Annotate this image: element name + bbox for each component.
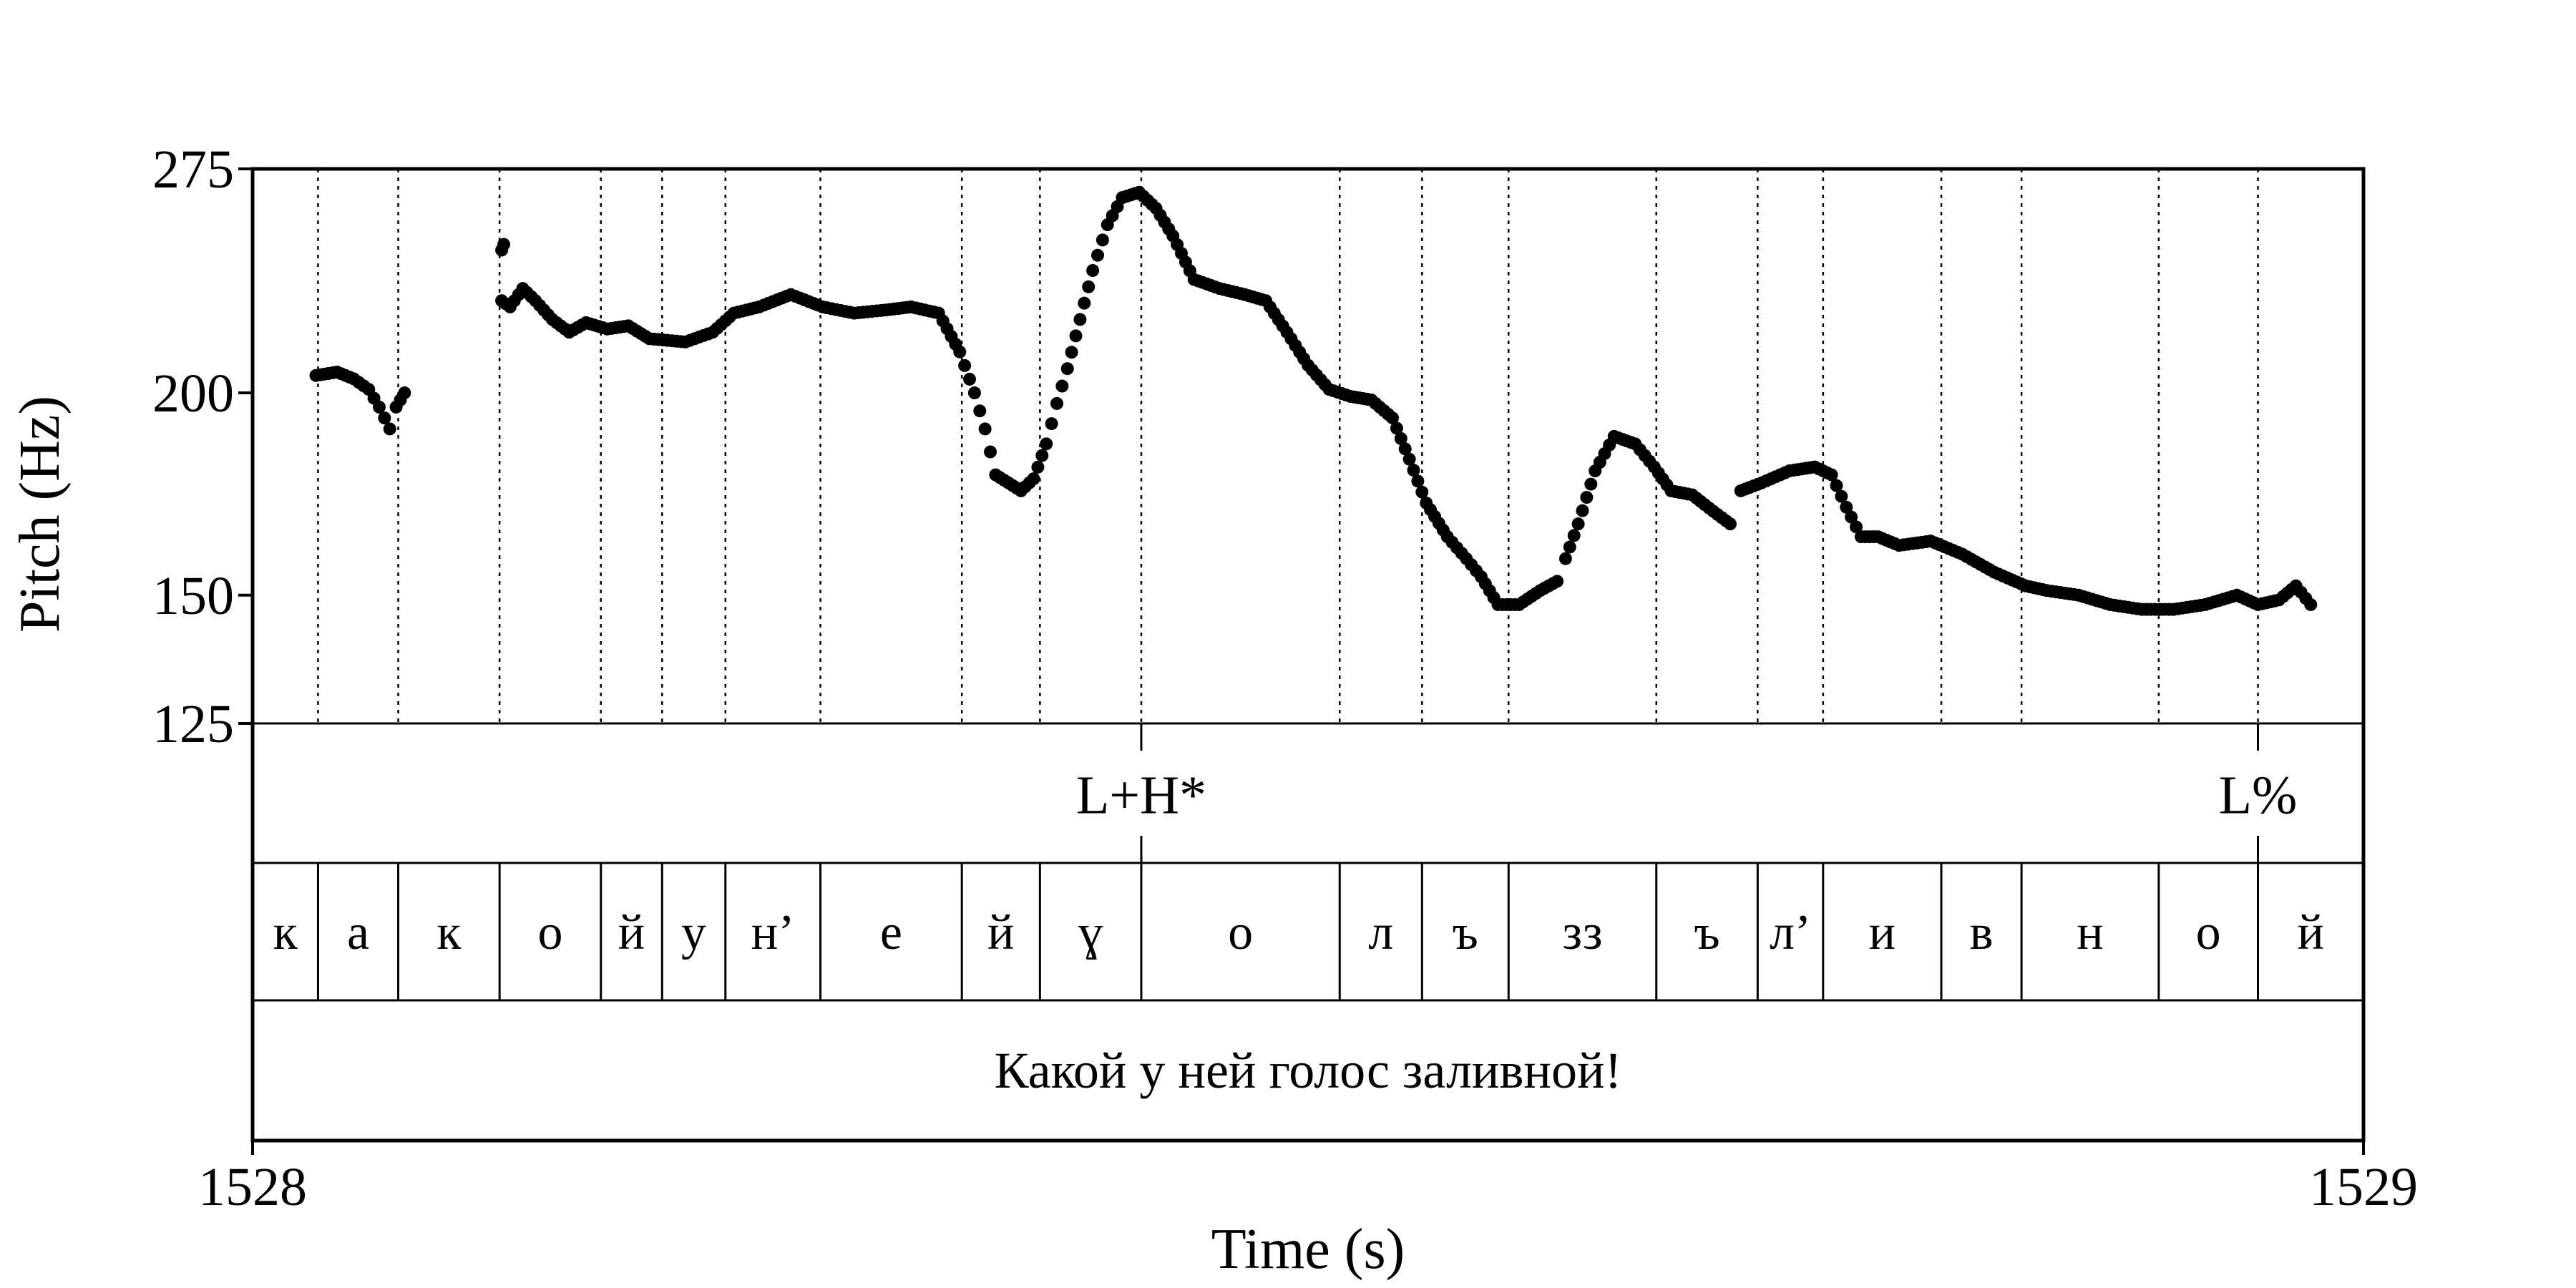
segment-label: у [681, 905, 706, 960]
pitch-point [1055, 379, 1069, 393]
segment-label: л’ [1770, 905, 1811, 960]
pitch-point [2304, 597, 2318, 611]
pitch-point [373, 400, 386, 414]
pitch-point [1082, 280, 1096, 293]
segment-label: зз [1562, 905, 1602, 960]
segment-label: к [273, 905, 298, 960]
segment-label: а [347, 905, 369, 960]
pitch-point [1031, 460, 1045, 474]
pitch-point [1580, 491, 1594, 504]
pitch-point [1069, 329, 1083, 343]
pitch-point [1567, 529, 1581, 542]
pitch-point [1411, 474, 1425, 488]
y-axis-label: Pitch (Hz) [9, 396, 72, 633]
segment-label: й [2298, 905, 2324, 960]
segment-label: ъ [1694, 905, 1719, 960]
pitch-point [1096, 233, 1109, 247]
pitch-point [1402, 452, 1416, 466]
pitch-point [984, 445, 997, 459]
pitch-point [1825, 468, 1838, 482]
sentence-label: Какой у ней голос заливной! [995, 1042, 1622, 1099]
pitch-point [1558, 552, 1572, 565]
pitch-point [973, 404, 987, 418]
pitch-point [1840, 500, 1853, 514]
pitch-point [497, 238, 511, 251]
pitch-point [958, 358, 972, 372]
pitch-point [1035, 449, 1049, 462]
pitch-point [1394, 431, 1407, 445]
pitch-point [1386, 411, 1399, 425]
pitch-point [1086, 264, 1100, 278]
pitch-point [1045, 417, 1058, 431]
x-axis-label: Time (s) [1211, 1218, 1405, 1281]
segment-label: в [1970, 905, 1994, 960]
segment-boundary-lines [317, 169, 2259, 723]
pitch-points [309, 185, 2318, 616]
x-tick-label: 1528 [198, 1157, 307, 1217]
pitch-point [378, 411, 391, 425]
pitch-point [1065, 346, 1078, 359]
pitch-point [953, 345, 967, 358]
pitch-point [1040, 437, 1053, 451]
pitch-point [1576, 504, 1589, 517]
pitch-point [1584, 477, 1598, 491]
plot-frame [250, 167, 2366, 1143]
segment-label: л [1368, 905, 1393, 960]
x-axis-ticks: 1528 1529 [198, 1141, 2418, 1217]
tone-label: L+H* [1076, 766, 1206, 826]
pitch-point [383, 422, 396, 436]
segment-label: й [987, 905, 1014, 960]
pitch-point [1850, 520, 1863, 534]
outer-border [250, 167, 2366, 1143]
segment-label: ъ [1453, 905, 1478, 960]
y-axis-ticks: 275 200 150 125 [152, 140, 253, 754]
y-tick-label: 150 [152, 566, 234, 626]
segment-label: й [618, 905, 645, 960]
pitch-point [1551, 575, 1564, 588]
pitch-point [1398, 442, 1412, 456]
x-tick-label: 1529 [2309, 1157, 2418, 1217]
pitch-point [1845, 510, 1858, 524]
segment-label: ɣ [1078, 905, 1103, 960]
pitch-point [963, 372, 977, 386]
segment-label: к [436, 905, 462, 960]
pitch-point [1563, 540, 1576, 554]
pitch-point [1724, 517, 1737, 531]
pitch-point [1835, 489, 1848, 503]
segment-label: о [537, 905, 562, 960]
pitch-point [1078, 296, 1091, 310]
pitch-point [1390, 421, 1403, 435]
y-tick-label: 275 [152, 140, 234, 200]
y-tick-label: 200 [152, 364, 234, 424]
segment-label: е [880, 905, 902, 960]
tone-label: L% [2219, 766, 2298, 826]
pitch-point [1027, 472, 1040, 486]
y-tick-label: 125 [152, 694, 234, 754]
pitch-point [967, 386, 981, 400]
pitch-point [1571, 517, 1585, 531]
pitch-point [1060, 362, 1074, 376]
segment-label: н [2077, 905, 2103, 960]
pitch-point [1415, 485, 1429, 499]
segment-label: о [2196, 905, 2221, 960]
pitch-point [1830, 479, 1843, 492]
pitch-point [398, 386, 411, 400]
pitch-point [1073, 313, 1087, 326]
segment-label: о [1228, 905, 1253, 960]
tone-tier: L+H* L% [1076, 723, 2298, 863]
pitch-point [1407, 464, 1420, 477]
segment-label: и [1869, 905, 1896, 960]
pitch-point [978, 422, 992, 436]
segment-tier: к а к о й у н’ е й ɣ о л ъ зз ъ л’ и в н о й [273, 863, 2324, 1000]
pitch-point [1050, 396, 1063, 410]
pitch-point [1091, 248, 1104, 262]
segment-label: н’ [751, 905, 795, 960]
